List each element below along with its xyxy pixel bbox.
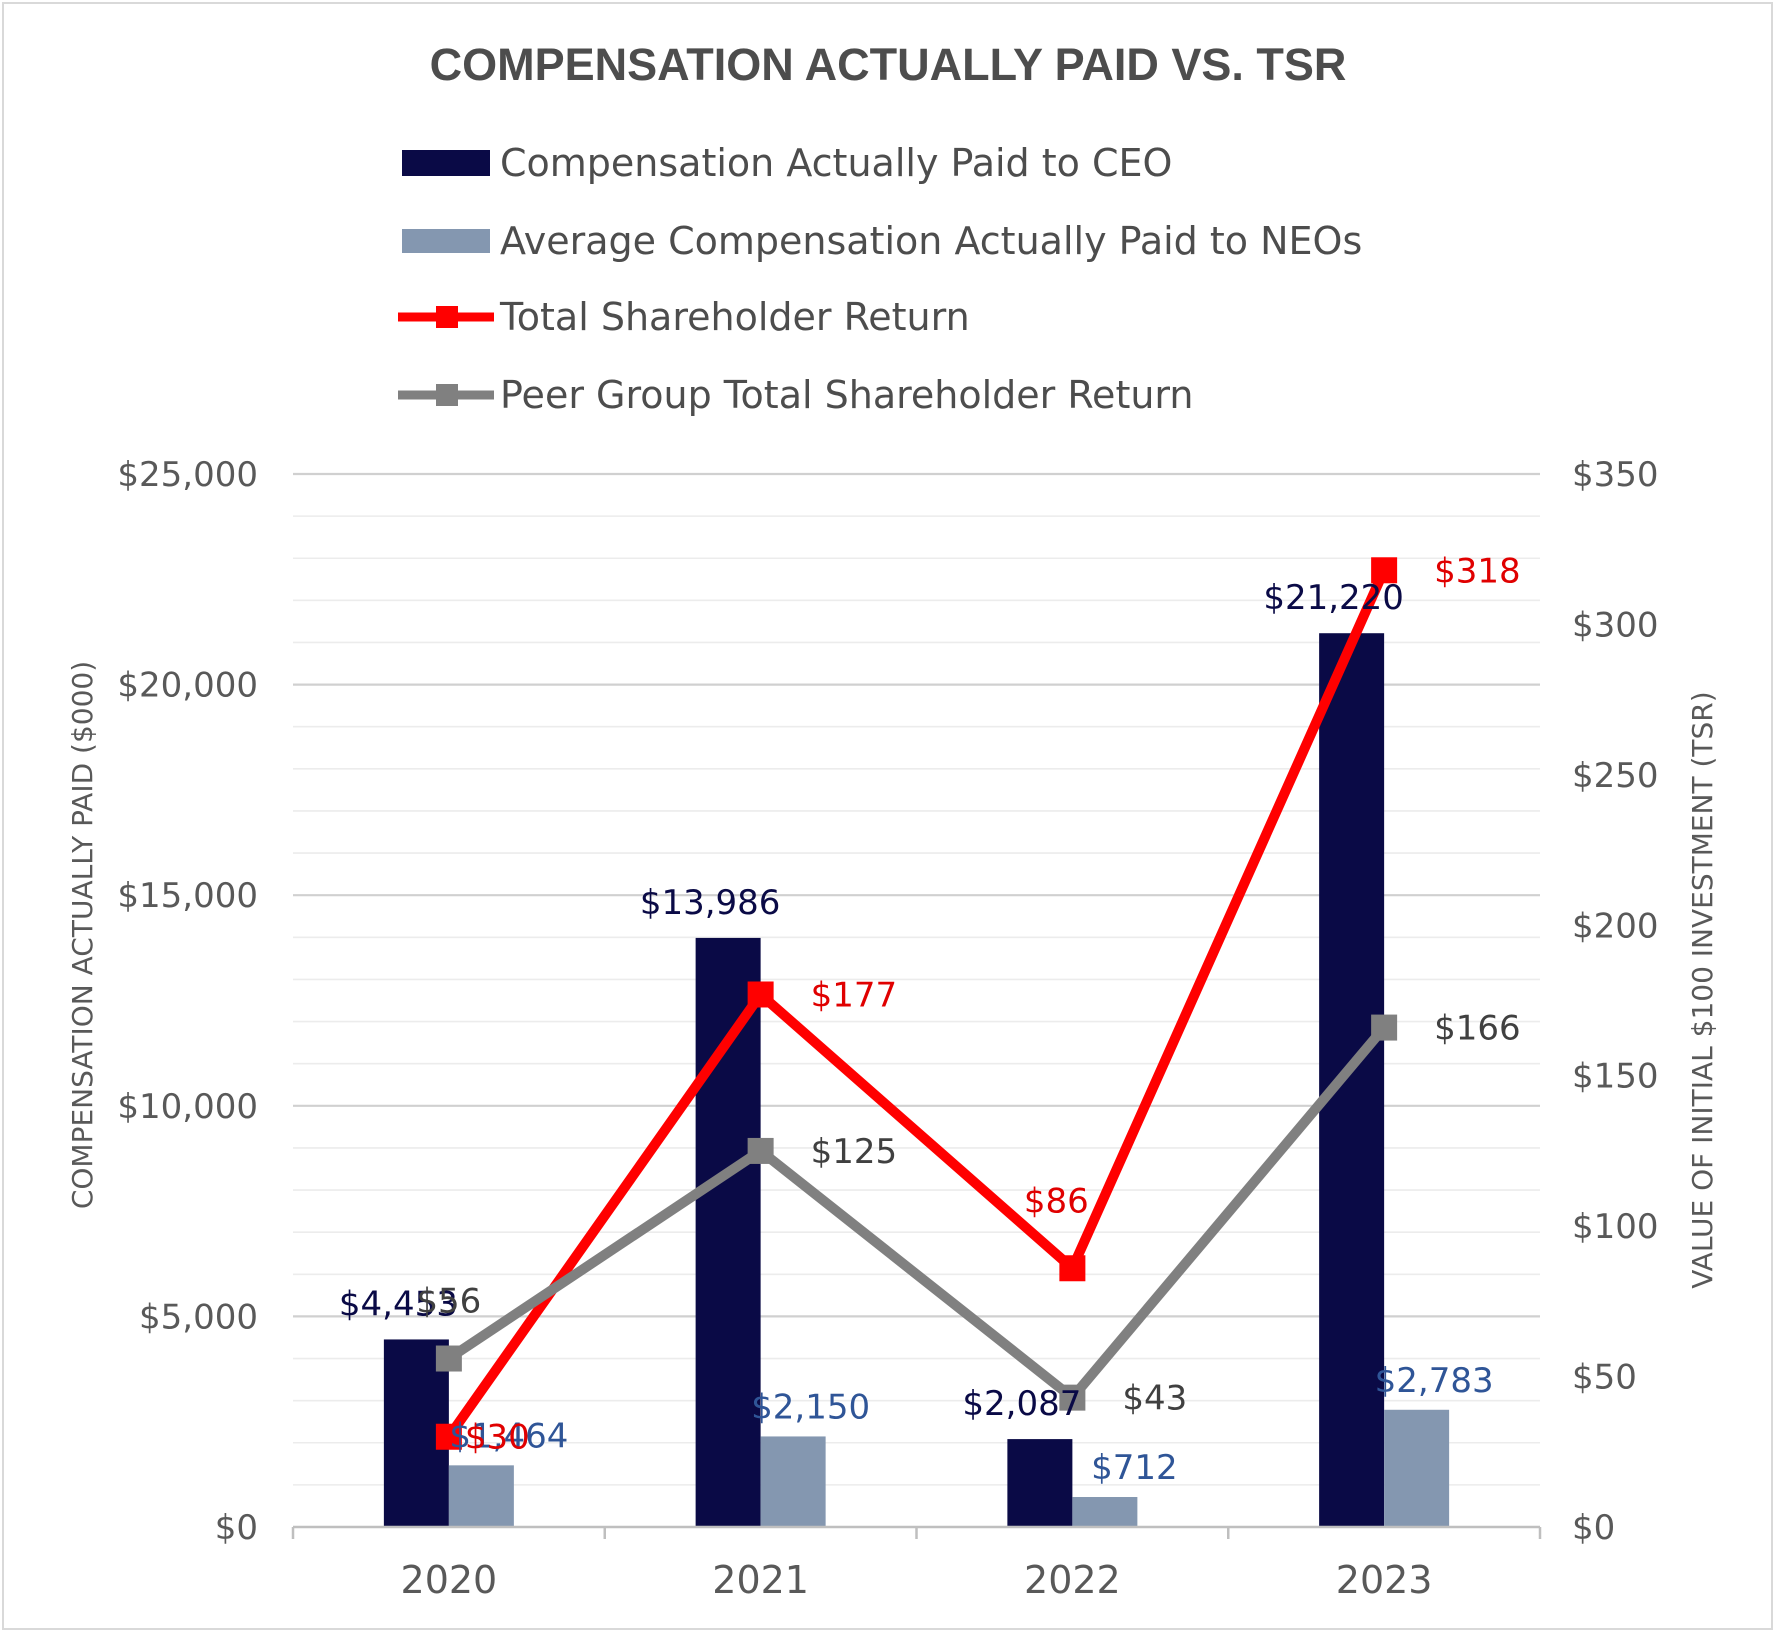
legend-marker-tsr <box>436 306 458 328</box>
legend-item-neo: Average Compensation Actually Paid to NE… <box>402 219 1362 263</box>
line-tsr <box>444 568 1389 1440</box>
right-tick-label: $300 <box>1572 605 1659 645</box>
legend-label-ceo: Compensation Actually Paid to CEO <box>500 141 1172 185</box>
chart-title: COMPENSATION ACTUALLY PAID VS. TSR <box>430 39 1347 90</box>
label-ceo-2021: $13,986 <box>640 883 781 923</box>
bar-ceo-2022 <box>1007 1439 1073 1527</box>
left-tick-label: $25,000 <box>117 455 258 495</box>
label-ceo-2023: $21,220 <box>1263 578 1404 618</box>
right-tick-label: $100 <box>1572 1207 1659 1247</box>
label-neo-2020: $1,464 <box>449 1416 568 1456</box>
bar-neo-2021 <box>760 1436 826 1527</box>
legend-swatch-ceo <box>402 150 490 176</box>
bar-ceo-2023 <box>1319 633 1385 1527</box>
right-tick-label: $250 <box>1572 756 1659 796</box>
label-neo-2021: $2,150 <box>751 1387 870 1427</box>
marker-peer-2020 <box>435 1345 462 1372</box>
left-tick-label: $0 <box>215 1508 258 1548</box>
right-tick-label: $50 <box>1572 1358 1637 1398</box>
bars <box>383 633 1450 1527</box>
right-tick-label: $150 <box>1572 1057 1659 1097</box>
right-tick-label: $0 <box>1572 1508 1615 1548</box>
marker-peer-2022 <box>1059 1384 1086 1411</box>
left-tick-label: $10,000 <box>117 1087 258 1127</box>
x-tick-label-2020: 2020 <box>401 1558 498 1602</box>
label-tsr-2020: $30 <box>465 1418 530 1458</box>
label-peer-2023: $166 <box>1434 1009 1521 1049</box>
data-labels: $4,453 $1,464$30 $56 $13,986 $2,150 $177 $125 $… <box>339 551 1521 1488</box>
marker-peer-2021 <box>747 1137 774 1164</box>
label-tsr-2021: $177 <box>811 975 898 1015</box>
left-axis: $0 $5,000 $10,000 $15,000 $20,000 $25,000 <box>117 455 258 1548</box>
legend-label-peer: Peer Group Total Shareholder Return <box>500 373 1193 417</box>
legend-marker-peer <box>436 384 458 406</box>
marker-tsr-2023 <box>1371 557 1398 584</box>
label-tsr-2023: $318 <box>1434 551 1521 591</box>
x-tick-label-2023: 2023 <box>1336 1558 1433 1602</box>
legend-swatch-neo <box>402 229 490 253</box>
label-ceo-2020: $4,453 <box>339 1284 458 1324</box>
left-tick-label: $15,000 <box>117 876 258 916</box>
left-axis-title: COMPENSATION ACTUALLY PAID ($000) <box>66 661 99 1209</box>
marker-tsr-2022 <box>1059 1255 1086 1282</box>
legend-item-ceo: Compensation Actually Paid to CEO <box>402 141 1172 185</box>
label-neo-2022: $712 <box>1091 1448 1178 1488</box>
lines <box>435 557 1398 1450</box>
bar-neo-2022 <box>1072 1497 1138 1527</box>
right-axis-title: VALUE OF INITIAL $100 INVESTMENT (TSR) <box>1686 691 1719 1288</box>
legend-item-tsr: Total Shareholder Return <box>398 295 970 339</box>
label-tsr-2022: $86 <box>1024 1181 1089 1221</box>
legend-label-neo: Average Compensation Actually Paid to NE… <box>500 219 1362 263</box>
legend: Compensation Actually Paid to CEO Averag… <box>398 141 1362 417</box>
right-axis: $0 $50 $100 $150 $200 $250 $300 $350 <box>1572 455 1659 1548</box>
x-tick-label-2021: 2021 <box>712 1558 809 1602</box>
x-axis: 2020 2021 2022 2023 <box>291 1525 1542 1602</box>
right-tick-label: $350 <box>1572 455 1659 495</box>
bar-neo-2020 <box>448 1465 514 1527</box>
bar-ceo-2021 <box>695 937 761 1527</box>
line-peer-tsr <box>446 1024 1388 1403</box>
label-peer-2020: $56 <box>416 1282 481 1322</box>
marker-tsr-2021 <box>747 981 774 1008</box>
legend-label-tsr: Total Shareholder Return <box>499 295 970 339</box>
label-peer-2022: $43 <box>1122 1379 1187 1419</box>
label-neo-2023: $2,783 <box>1375 1361 1494 1401</box>
marker-peer-2023 <box>1371 1014 1398 1041</box>
legend-item-peer: Peer Group Total Shareholder Return <box>398 373 1193 417</box>
label-ceo-2022: $2,087 <box>962 1384 1081 1424</box>
left-tick-label: $20,000 <box>117 666 258 706</box>
right-tick-label: $200 <box>1572 906 1659 946</box>
left-tick-label: $5,000 <box>139 1297 258 1337</box>
bar-neo-2023 <box>1384 1409 1450 1527</box>
marker-tsr-2020 <box>435 1423 462 1450</box>
x-tick-label-2022: 2022 <box>1024 1558 1121 1602</box>
label-peer-2021: $125 <box>811 1132 898 1172</box>
